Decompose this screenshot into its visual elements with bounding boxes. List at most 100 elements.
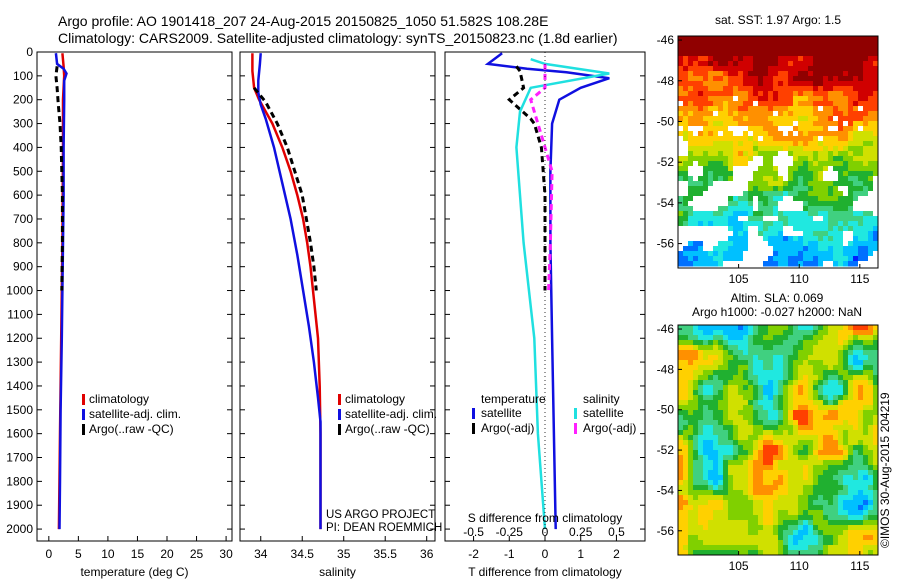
- map-cells-sst_map: [678, 36, 879, 267]
- x-axis-label-temperature: temperature (deg C): [80, 565, 188, 579]
- panel-frame-temperature: [36, 51, 233, 542]
- map-cells-sla_map: [678, 325, 879, 556]
- map-x-tick-label-sla_map: 105: [729, 559, 749, 573]
- y-tick-label: 800: [13, 236, 33, 250]
- legend-label-difference: Argo(-adj): [583, 421, 636, 435]
- legend-swatch-salinity: [338, 394, 341, 405]
- series-line-salinity: [257, 53, 322, 530]
- series-line-difference: [515, 58, 610, 530]
- annotation-text: PI: DEAN ROEMMICH: [326, 522, 442, 534]
- y-tick-label: 1100: [7, 307, 33, 321]
- x-tick-label-salinity: 36: [420, 547, 434, 561]
- map-y-tick-label-sst_map: -50: [657, 114, 675, 128]
- y-tick-label: 1000: [6, 284, 33, 298]
- series-line-salinity: [252, 86, 318, 291]
- legend-label-temperature: satellite-adj. clim.: [89, 407, 181, 421]
- y-tick-label: 2000: [6, 522, 33, 536]
- map-x-tick-label-sst_map: 115: [850, 272, 869, 286]
- x-tick-label-salinity: 35: [337, 547, 351, 561]
- map-y-tick-label-sst_map: -48: [657, 74, 675, 88]
- top-tick-label-difference: -0.25: [496, 525, 524, 539]
- y-tick-label: 300: [13, 117, 33, 131]
- legend-swatch-difference: [574, 408, 577, 419]
- x-tick-label-difference: 2: [613, 547, 620, 561]
- map-y-tick-label-sst_map: -46: [657, 33, 675, 47]
- legend-swatch-temperature: [82, 409, 85, 420]
- map-y-tick-label-sst_map: -56: [657, 237, 675, 251]
- legend-header-salinity: salinity: [583, 392, 620, 406]
- legend-label-salinity: climatology: [345, 392, 405, 406]
- x-tick-label-temperature: 10: [101, 547, 115, 561]
- sst-map-title: sat. SST: 1.97 Argo: 1.5: [715, 13, 841, 27]
- top-tick-label-difference: 0.25: [569, 525, 593, 539]
- annotation-text: US ARGO PROJECT: [326, 509, 435, 521]
- map-x-tick-label-sla_map: 110: [790, 559, 809, 573]
- top-tick-label-difference: 0.5: [608, 525, 625, 539]
- map-y-tick-label-sla_map: -56: [657, 524, 675, 538]
- x-tick-label-difference: 1: [577, 547, 584, 561]
- legend-label-difference: satellite: [481, 406, 522, 420]
- map-y-tick-label-sst_map: -52: [657, 155, 675, 169]
- legend-label-difference: Argo(-adj): [481, 421, 534, 435]
- y-tick-label: 1900: [6, 498, 33, 512]
- map-frame-sst_map: [677, 35, 879, 269]
- x-tick-label-salinity: 35.5: [374, 547, 398, 561]
- x-tick-label-difference: -2: [468, 547, 479, 561]
- series-line-difference: [528, 63, 554, 291]
- y-tick-label: 1300: [6, 355, 33, 369]
- legend-header-temperature: temperature: [481, 392, 546, 406]
- x-tick-label-temperature: 15: [131, 547, 145, 561]
- map-y-tick-label-sla_map: -50: [657, 403, 675, 417]
- x-tick-label-difference: 0: [542, 547, 549, 561]
- legend-swatch-difference: [574, 423, 577, 434]
- map-y-tick-label-sla_map: -48: [657, 362, 675, 376]
- x-tick-label-temperature: 25: [190, 547, 204, 561]
- legend-swatch-temperature: [82, 394, 85, 405]
- series-line-difference: [484, 52, 610, 530]
- map-x-tick-label-sst_map: 110: [790, 272, 809, 286]
- map-y-tick-label-sla_map: -46: [657, 322, 675, 336]
- legend-swatch-salinity: [338, 409, 341, 420]
- legend-swatch-difference: [472, 423, 475, 434]
- y-tick-label: 1400: [6, 379, 33, 393]
- series-line-temperature: [54, 66, 64, 291]
- map-x-tick-label-sla_map: 115: [850, 559, 869, 573]
- sla-map-title-line-1: Altim. SLA: 0.069: [731, 291, 824, 305]
- y-tick-label: 200: [13, 93, 33, 107]
- x-tick-label-difference: -1: [504, 547, 515, 561]
- series-line-salinity: [251, 53, 322, 530]
- y-tick-label: 1500: [6, 403, 33, 417]
- x-axis-label-salinity: salinity: [319, 565, 356, 579]
- x-tick-label-temperature: 0: [45, 547, 52, 561]
- top-tick-label-difference: -0.5: [463, 525, 484, 539]
- map-x-tick-label-sst_map: 105: [729, 272, 749, 286]
- y-tick-label: 1700: [6, 451, 33, 465]
- legend-swatch-salinity: [338, 424, 341, 435]
- x-tick-label-temperature: 5: [75, 547, 82, 561]
- y-tick-label: 400: [13, 140, 33, 154]
- legend-label-temperature: Argo(..raw -QC): [89, 422, 174, 436]
- map-y-tick-label-sla_map: -52: [657, 443, 675, 457]
- title-line-1: Argo profile: AO 1901418_207 24-Aug-2015…: [58, 13, 549, 29]
- y-tick-label: 0: [26, 45, 33, 59]
- legend-label-difference: satellite: [583, 406, 624, 420]
- y-tick-label: 100: [13, 69, 33, 83]
- y-tick-label: 600: [13, 188, 33, 202]
- y-tick-label: 500: [13, 164, 33, 178]
- y-tick-label: 900: [13, 260, 33, 274]
- y-tick-label: 1200: [6, 331, 33, 345]
- panel-frame-salinity: [239, 51, 436, 542]
- imos-stamp: ©IMOS 30-Aug-2015 204219: [878, 392, 892, 548]
- series-line-temperature: [54, 53, 68, 530]
- top-tick-label-difference: 0: [542, 525, 549, 539]
- x-tick-label-salinity: 34.5: [291, 547, 315, 561]
- series-line-difference: [507, 65, 547, 291]
- sla-map-title-line-2: Argo h1000: -0.027 h2000: NaN: [692, 305, 862, 319]
- title-line-2: Climatology: CARS2009. Satellite-adjuste…: [58, 30, 618, 46]
- x-tick-label-temperature: 20: [160, 547, 174, 561]
- x-tick-label-salinity: 34: [254, 547, 268, 561]
- map-y-tick-label-sla_map: -54: [657, 483, 675, 497]
- legend-label-salinity: satellite-adj. clim.: [345, 407, 437, 421]
- map-frame-sla_map: [677, 324, 879, 556]
